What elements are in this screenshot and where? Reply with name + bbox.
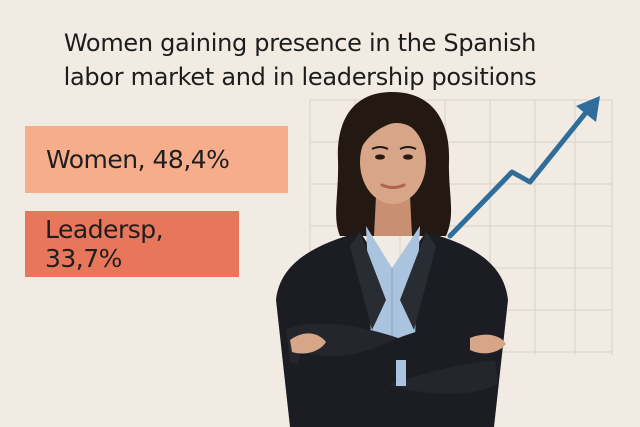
women-share-label: Women, 48,4% — [46, 145, 230, 174]
title-line-1: Women gaining presence in the Spanish — [63, 29, 537, 57]
title-line-2: labor market and in leadership positions — [63, 63, 537, 91]
women-share-box: Women, 48,4% — [25, 126, 288, 193]
trend-arrow-icon — [447, 96, 600, 239]
leadership-share-label: Leadersp, 33,7% — [45, 215, 164, 273]
leadership-share-box: Leadersp, 33,7% — [25, 211, 239, 277]
businesswoman-illustration — [276, 92, 508, 427]
page-title: Women gaining presence in the Spanish la… — [20, 26, 580, 94]
